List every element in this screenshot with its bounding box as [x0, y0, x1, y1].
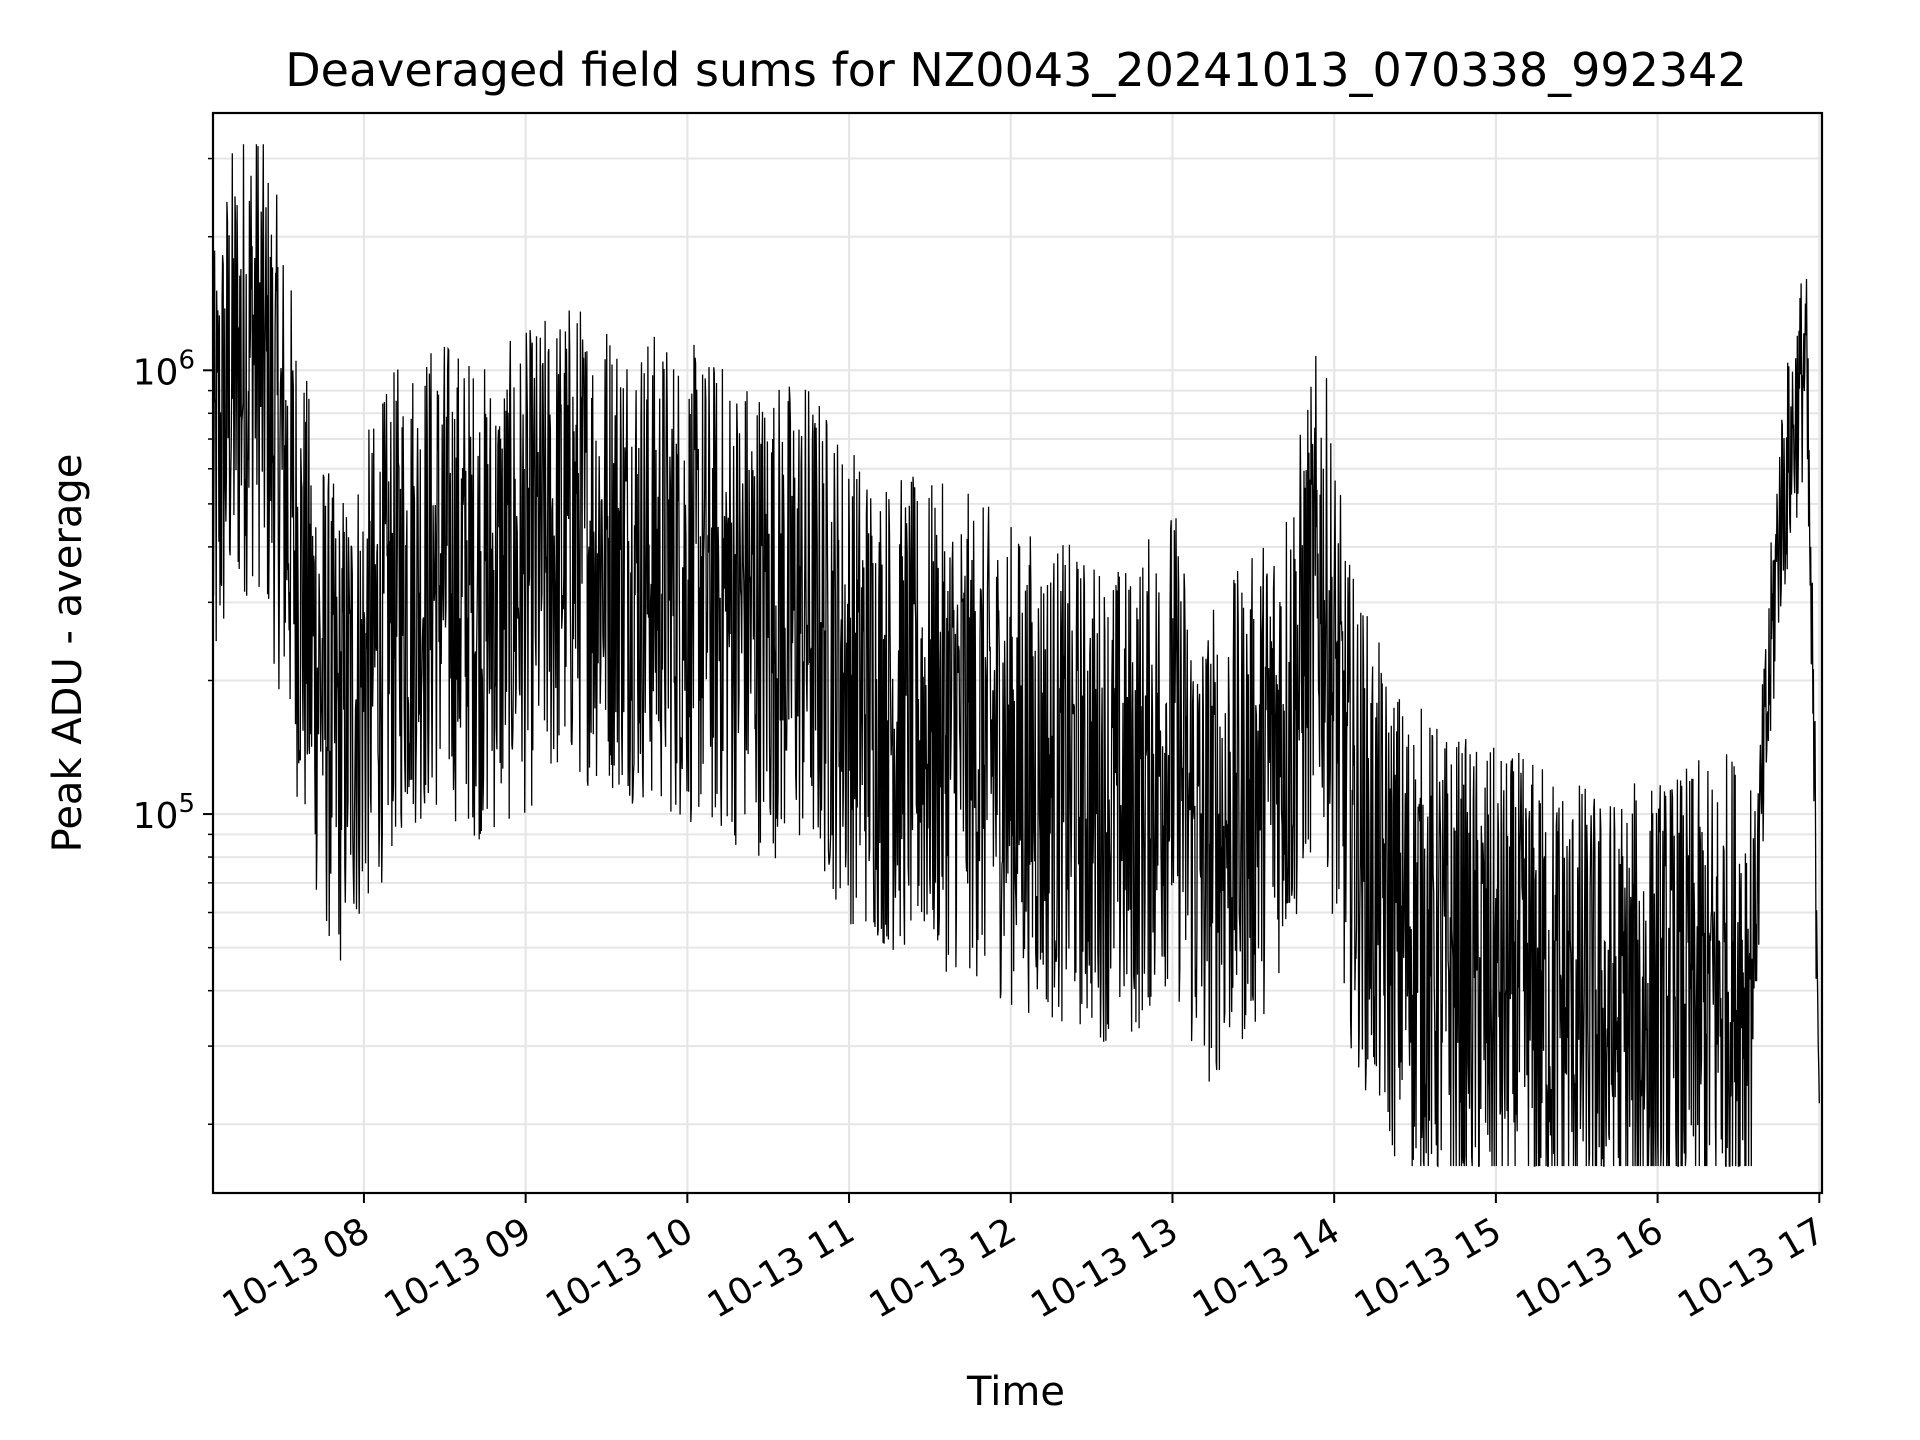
y-tick-label: 106 — [133, 345, 195, 393]
y-tick-label: 105 — [133, 789, 195, 837]
x-tick-label: 10-13 08 — [216, 1210, 377, 1326]
x-tick-label: 10-13 09 — [377, 1210, 538, 1326]
chart-title: Deaveraged field sums for NZ0043_2024101… — [285, 43, 1746, 97]
y-axis-label: Peak ADU - average — [45, 454, 91, 853]
series-line-layer — [212, 144, 1820, 1168]
series-line — [212, 144, 1820, 1168]
x-tick-label: 10-13 14 — [1186, 1210, 1347, 1326]
x-tick-label: 10-13 12 — [863, 1210, 1024, 1326]
x-tick-label: 10-13 17 — [1671, 1210, 1832, 1326]
x-tick-label: 10-13 15 — [1348, 1210, 1509, 1326]
x-axis-label: Time — [966, 1369, 1065, 1415]
x-tick-label: 10-13 10 — [539, 1210, 700, 1326]
x-tick-label: 10-13 13 — [1024, 1210, 1185, 1326]
x-tick-label: 10-13 11 — [701, 1210, 862, 1326]
x-tick-label: 10-13 16 — [1509, 1210, 1670, 1326]
plot-frame — [211, 111, 1824, 1195]
